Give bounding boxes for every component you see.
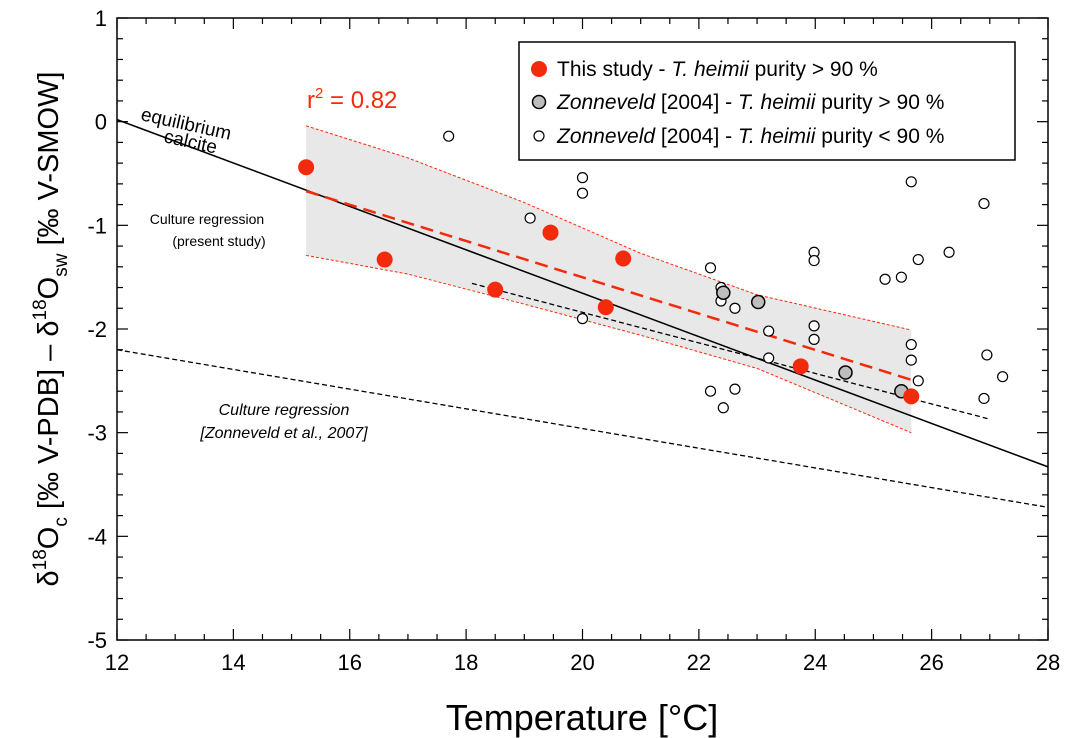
x-tick-label: 26 xyxy=(919,650,943,675)
data-point-open xyxy=(704,262,717,274)
x-tick-label: 16 xyxy=(338,650,362,675)
this-study-regression-line xyxy=(305,189,912,381)
data-point-open xyxy=(978,392,990,405)
confidence-band-lower-edge xyxy=(306,254,912,434)
y-tick-label: 1 xyxy=(95,6,107,31)
legend-entry-zonneveld-lt90: Zonneveld [2004] - T. heimii purity < 90… xyxy=(556,125,944,148)
r-squared-label: r2 = 0.82 xyxy=(307,85,397,114)
legend: This study - T. heimii purity > 90 % Zon… xyxy=(518,41,1016,161)
y-tick-label: 0 xyxy=(95,110,107,135)
x-tick-label: 18 xyxy=(454,650,478,675)
data-point-filled-red xyxy=(903,388,920,405)
data-point-open xyxy=(997,371,1009,383)
legend-marker-zonneveld-gt90 xyxy=(531,94,547,110)
culture-present-label-line1: Culture regression xyxy=(150,211,264,227)
legend-box xyxy=(518,41,1016,161)
x-tick-label: 22 xyxy=(687,650,711,675)
data-point-open xyxy=(763,325,775,337)
data-point-filled-grey xyxy=(750,294,766,310)
culture-zonneveld-label-line2: [Zonneveld et al., 2007] xyxy=(199,425,368,442)
x-tick-label: 14 xyxy=(221,650,245,675)
data-point-filled-red xyxy=(597,299,614,316)
culture-zonneveld-label-line1: Culture regression xyxy=(219,402,350,419)
data-point-open xyxy=(808,254,820,267)
data-point-open xyxy=(576,187,589,199)
equilibrium-calcite-line xyxy=(117,118,1048,468)
data-point-open xyxy=(981,349,993,361)
y-tick-label: -1 xyxy=(87,213,107,238)
data-point-open xyxy=(576,172,589,184)
data-point-filled-grey xyxy=(716,285,731,300)
data-point-filled-red xyxy=(376,251,393,268)
x-axis-title: Temperature [°C] xyxy=(446,697,719,738)
data-point-open xyxy=(912,375,924,387)
legend-marker-zonneveld-lt90 xyxy=(533,130,545,142)
data-point-open xyxy=(729,383,741,395)
x-tick-label: 24 xyxy=(803,650,827,675)
culture-regression-present-study-line xyxy=(471,282,990,420)
data-point-open xyxy=(729,302,741,314)
axis-ticks xyxy=(116,17,1049,641)
x-tick-label: 12 xyxy=(105,650,129,675)
data-point-open xyxy=(905,354,917,366)
x-tick-label: 20 xyxy=(570,650,594,675)
regression-lines xyxy=(117,118,1048,508)
legend-entry-zonneveld-gt90: Zonneveld [2004] - T. heimii purity > 90… xyxy=(556,91,944,114)
data-point-open xyxy=(524,212,536,224)
y-tick-label: -4 xyxy=(87,524,107,549)
data-point-filled-red xyxy=(542,224,559,241)
data-point-open xyxy=(912,253,924,266)
data-point-filled-grey xyxy=(838,365,853,380)
data-point-filled-red xyxy=(298,159,315,176)
data-point-open xyxy=(879,273,891,285)
data-point-filled-red xyxy=(487,281,504,298)
data-point-open xyxy=(704,385,717,397)
data-point-filled-red xyxy=(792,358,809,375)
data-point-open xyxy=(717,402,729,414)
data-point-open xyxy=(943,246,955,258)
data-point-open xyxy=(978,197,990,210)
y-tick-label: -2 xyxy=(87,317,107,342)
culture-present-label-line2: (present study) xyxy=(172,233,265,249)
x-tick-label: 28 xyxy=(1036,650,1060,675)
data-points xyxy=(298,130,1009,414)
data-point-open xyxy=(443,130,455,142)
data-point-open xyxy=(763,352,775,364)
confidence-band xyxy=(306,125,912,433)
culture-regression-zonneveld-2007-line xyxy=(117,349,1048,508)
data-point-filled-red xyxy=(615,250,632,267)
legend-entry-this-study: This study - T. heimii purity > 90 % xyxy=(557,58,878,81)
data-point-open xyxy=(905,176,917,188)
y-tick-label: -5 xyxy=(87,628,107,653)
data-point-open xyxy=(808,333,820,345)
data-point-open xyxy=(895,271,907,283)
y-tick-label: -3 xyxy=(87,421,107,446)
data-point-open xyxy=(905,338,917,351)
axis-tick-labels: 12 14 16 18 20 22 24 26 28 -5 -4 -3 -2 -1 0 1 xyxy=(87,6,1060,675)
legend-marker-this-study xyxy=(531,61,547,77)
data-point-open xyxy=(576,313,589,325)
data-point-open xyxy=(808,320,820,332)
y-axis-title: δ18Oc [‰ V-PDB] – δ18Osw [‰ V-SMOW] xyxy=(30,71,72,586)
